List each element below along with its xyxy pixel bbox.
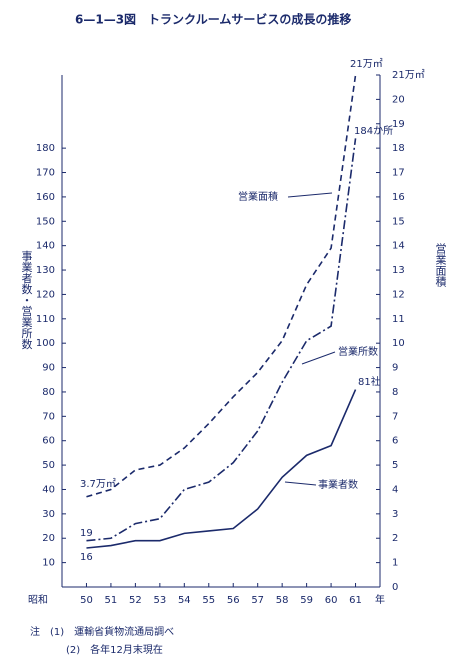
y2-tick-label: 13 xyxy=(392,265,405,276)
y-tick-label: 160 xyxy=(36,192,55,203)
x-tick-label: 59 xyxy=(300,595,313,606)
y2-tick-label: 11 xyxy=(392,314,405,325)
note: (2) 各年12月末現在 xyxy=(66,643,163,656)
annotation: 3.7万㎡ xyxy=(80,478,116,490)
y-tick-label: 70 xyxy=(42,411,55,422)
chart-title: 6—1—3図 トランクルームサービスの成長の推移 xyxy=(75,12,351,27)
x-tick-label: 60 xyxy=(325,595,338,606)
annotation: 19 xyxy=(80,528,93,539)
x-tick-label: 53 xyxy=(153,595,166,606)
y-tick-label: 80 xyxy=(42,387,55,398)
y-tick-label: 170 xyxy=(36,168,55,179)
y2-tick-label: 3 xyxy=(392,509,398,520)
y2-tick-label: 4 xyxy=(392,484,398,495)
annotation: 184か所 xyxy=(354,125,393,137)
x-tick-label: 61 xyxy=(349,595,362,606)
x-prefix-label: 昭和 xyxy=(28,594,48,606)
y2-tick-label: 7 xyxy=(392,411,398,422)
y2-tick-label: 20 xyxy=(392,94,405,105)
y2-tick-label: 21万㎡ xyxy=(392,69,425,81)
y-tick-label: 50 xyxy=(42,460,55,471)
y2-tick-label: 10 xyxy=(392,338,405,349)
y2-tick-label: 1 xyxy=(392,558,398,569)
y2-axis-label: 営業面積 xyxy=(434,242,447,288)
annotation: 81社 xyxy=(358,375,381,388)
y2-tick-label: 9 xyxy=(392,363,398,374)
y2-tick-label: 16 xyxy=(392,192,405,203)
y2-tick-label: 12 xyxy=(392,289,405,300)
series-line xyxy=(86,74,357,498)
y-tick-label: 40 xyxy=(42,484,55,495)
y-tick-label: 100 xyxy=(36,338,55,349)
y2-tick-label: 18 xyxy=(392,143,405,154)
y-axis-label: 事業者数・営業所数 xyxy=(20,250,33,350)
y-tick-label: 30 xyxy=(42,509,55,520)
y-tick-label: 130 xyxy=(36,265,55,276)
y2-tick-label: 0 xyxy=(392,582,398,593)
arrow xyxy=(284,481,317,486)
x-tick-label: 58 xyxy=(276,595,289,606)
annotation: 16 xyxy=(80,552,93,563)
annotation: 21万㎡ xyxy=(350,58,383,70)
arrow xyxy=(301,351,336,365)
note: 注 (1) 運輸省貨物流通局調べ xyxy=(30,625,174,638)
y-tick-label: 60 xyxy=(42,436,55,447)
legend-label: 営業面積 xyxy=(238,190,278,203)
y-tick-label: 180 xyxy=(36,143,55,154)
y2-tick-label: 2 xyxy=(392,533,398,544)
y-tick-label: 110 xyxy=(36,314,55,325)
y-tick-label: 140 xyxy=(36,241,55,252)
x-unit-label: 年 xyxy=(375,593,385,606)
arrow xyxy=(287,192,333,198)
y2-tick-label: 19 xyxy=(392,119,405,130)
y2-tick-label: 5 xyxy=(392,460,398,471)
legend-label: 営業所数 xyxy=(338,345,378,358)
y-tick-label: 120 xyxy=(36,289,55,300)
x-tick-label: 56 xyxy=(227,595,240,606)
legend-label: 事業者数 xyxy=(318,478,358,491)
x-tick-label: 52 xyxy=(129,595,142,606)
y-tick-label: 150 xyxy=(36,216,55,227)
x-tick-label: 50 xyxy=(80,595,93,606)
y-tick-label: 90 xyxy=(42,363,55,374)
x-tick-label: 55 xyxy=(202,595,215,606)
y2-tick-label: 17 xyxy=(392,168,405,179)
y2-tick-label: 6 xyxy=(392,436,398,447)
series-line xyxy=(86,138,357,542)
series-line xyxy=(86,389,357,549)
y2-tick-label: 15 xyxy=(392,216,405,227)
y-tick-label: 10 xyxy=(42,558,55,569)
y-tick-label: 20 xyxy=(42,533,55,544)
x-tick-label: 54 xyxy=(178,595,191,606)
x-tick-label: 57 xyxy=(251,595,264,606)
y2-tick-label: 8 xyxy=(392,387,398,398)
y2-tick-label: 14 xyxy=(392,241,405,252)
x-tick-label: 51 xyxy=(105,595,118,606)
